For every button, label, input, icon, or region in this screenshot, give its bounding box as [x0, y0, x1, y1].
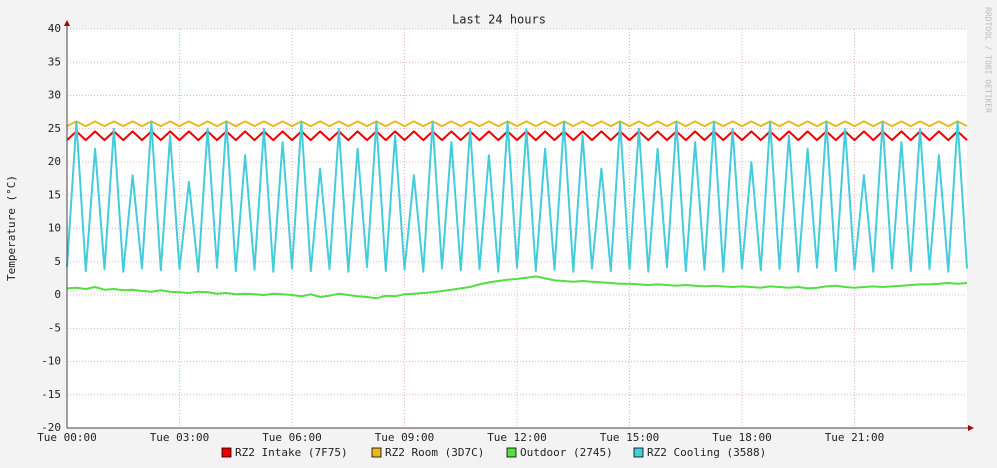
axes [64, 20, 974, 431]
x-tick-label: Tue 15:00 [600, 431, 660, 444]
x-tick-label: Tue 21:00 [825, 431, 885, 444]
y-tick-label: -20 [41, 421, 61, 434]
series-line [66, 130, 968, 142]
y-tick-label: 35 [48, 55, 61, 68]
y-tick-label: 5 [54, 255, 61, 268]
x-tick-label: Tue 18:00 [712, 431, 772, 444]
legend-label: RZ2 Cooling (3588) [647, 446, 766, 459]
x-tick-label: Tue 03:00 [150, 431, 210, 444]
series-line [66, 275, 968, 300]
y-tick-label: 40 [48, 22, 61, 35]
y-tick-label: 10 [48, 222, 61, 235]
series-line [66, 121, 968, 273]
y-axis-arrow [64, 20, 70, 26]
legend-label: RZ2 Intake (7F75) [235, 446, 348, 459]
y-axis-label: Temperature (°C) [5, 175, 18, 281]
legend: RZ2 Intake (7F75) RZ2 Room (3D7C) Outdoor … [221, 446, 766, 459]
y-tick-label: 25 [48, 122, 61, 135]
x-tick-label: Tue 06:00 [262, 431, 322, 444]
legend-label: Outdoor (2745) [520, 446, 613, 459]
y-tick-label: -5 [48, 321, 61, 334]
x-tick-label: Tue 12:00 [487, 431, 547, 444]
x-tick-label: Tue 00:00 [37, 431, 97, 444]
y-tick-label: 30 [48, 89, 61, 102]
y-tick-label: 0 [54, 288, 61, 301]
series-line [66, 120, 968, 128]
legend-swatch [221, 447, 232, 458]
y-tick-label: -15 [41, 388, 61, 401]
legend-label: RZ2 Room (3D7C) [385, 446, 484, 459]
y-tick-label: 15 [48, 188, 61, 201]
y-tick-label: -10 [41, 355, 61, 368]
legend-swatch [633, 447, 644, 458]
watermark: RRDTOOL / TOBI OETIKER [984, 7, 993, 113]
lines [66, 120, 968, 300]
legend-swatch [506, 447, 517, 458]
legend-swatch [371, 447, 382, 458]
chart-title: Last 24 hours [452, 13, 546, 27]
x-tick-label: Tue 09:00 [375, 431, 435, 444]
y-tick-label: 20 [48, 155, 61, 168]
x-axis-arrow [968, 425, 974, 431]
